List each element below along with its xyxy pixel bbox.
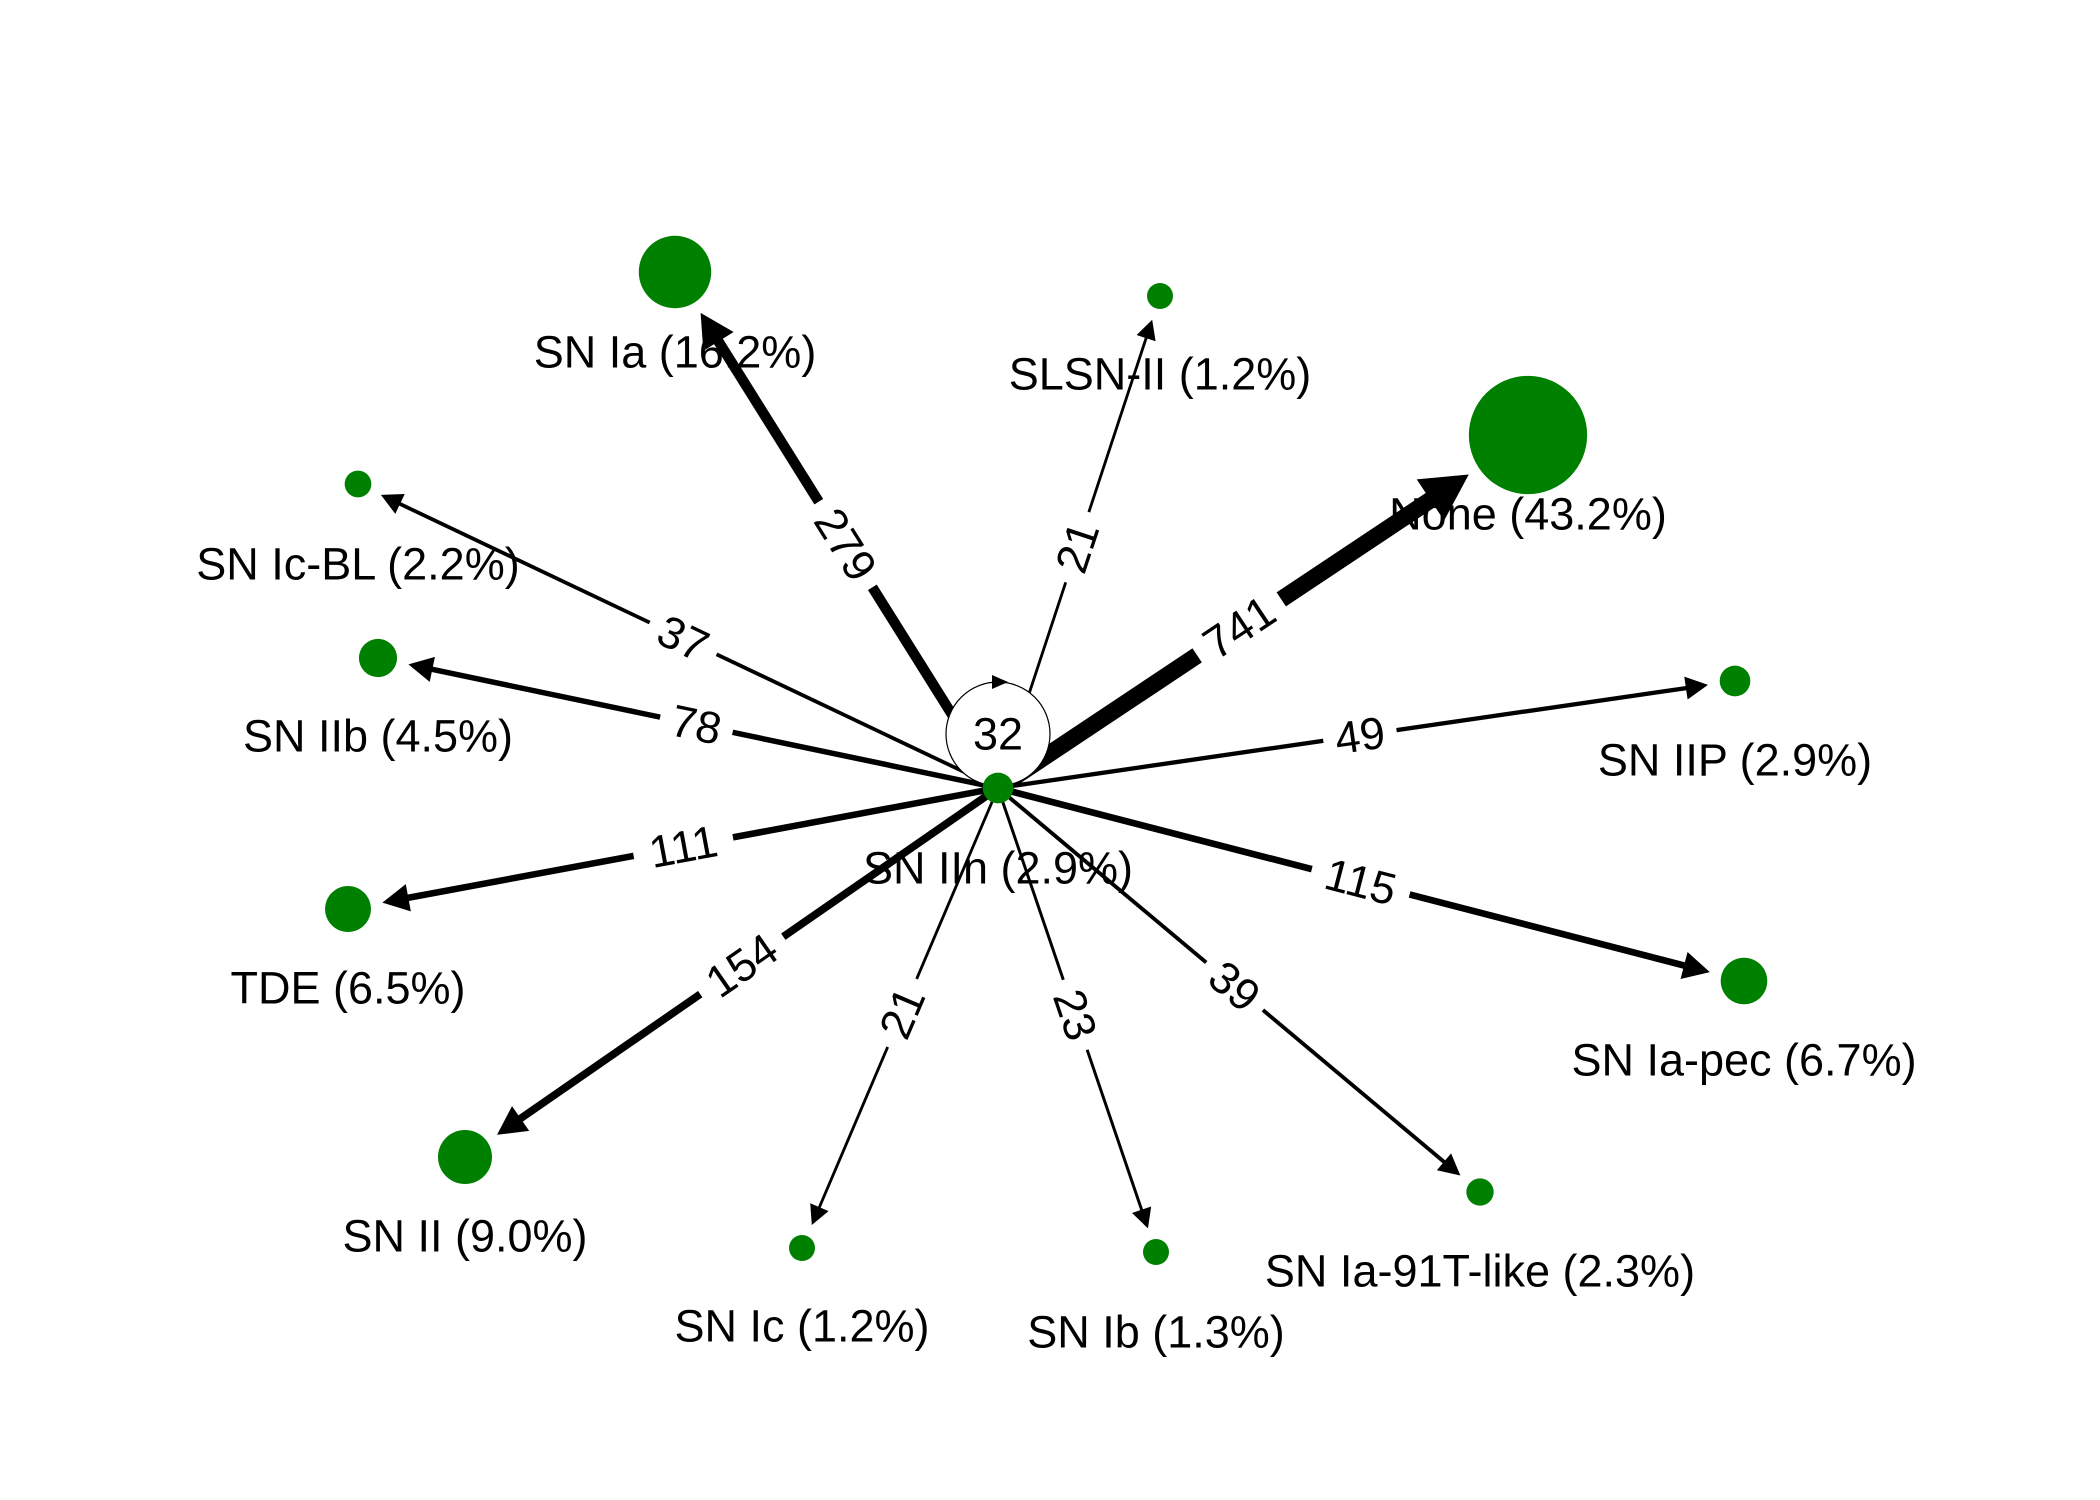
- edge-sn-iin-to-sn-ia: 279: [700, 312, 995, 779]
- edge-sn-iin-to-sn-iib: 78: [408, 656, 985, 788]
- node-none: [1468, 375, 1588, 495]
- arrow-head-icon: [1136, 319, 1156, 342]
- arrow-head-icon: [1416, 474, 1469, 521]
- node-sn-ic: [789, 1235, 815, 1261]
- edge-sn-iin-to-sn-iip: 49: [1011, 676, 1708, 789]
- node-sn-ib: [1143, 1239, 1169, 1265]
- edge-weight-label: 21: [863, 970, 941, 1055]
- arrow-head-icon: [380, 494, 405, 514]
- node-sn-iib: [358, 638, 398, 678]
- self-loop-sn-iin: 32: [945, 675, 1051, 787]
- arrow-head-icon: [1436, 1153, 1461, 1176]
- edge-sn-iin-to-sn-ib: 23: [1001, 800, 1152, 1229]
- node-label-tde: TDE (6.5%): [230, 963, 465, 1014]
- node-sn-ii: [438, 1130, 492, 1184]
- edge-weight-text: 49: [1331, 707, 1388, 765]
- edge-weight-label: 39: [1191, 944, 1278, 1029]
- arrow-head-icon: [700, 312, 734, 351]
- edge-sn-iin-to-tde: 111: [382, 787, 985, 912]
- node-label-sn-ii: SN II (9.0%): [342, 1211, 587, 1262]
- edge-label-background: [1040, 505, 1115, 589]
- node-label-sn-iip: SN IIP (2.9%): [1598, 735, 1872, 786]
- edge-label-background: [1185, 579, 1294, 676]
- node-label-sn-ia-pec: SN Ia-pec (6.7%): [1571, 1035, 1916, 1086]
- node-tde: [325, 886, 371, 932]
- edge-label-background: [797, 490, 894, 599]
- arrow-head-icon: [810, 1203, 829, 1226]
- edge-weight-label: 78: [656, 690, 737, 760]
- node-sn-iip: [1719, 665, 1751, 697]
- node-label-sn-ic: SN Ic (1.2%): [674, 1301, 929, 1352]
- edge-sn-iin-to-sn-ic-bl: 37: [380, 494, 987, 784]
- edge-weight-label: 111: [630, 809, 737, 884]
- self-loop-count: 32: [973, 709, 1023, 760]
- node-label-sn-ic-bl: SN Ic-BL (2.2%): [196, 539, 519, 590]
- node-label-slsn-ii: SLSN-II (1.2%): [1009, 349, 1312, 400]
- nodes-layer: [325, 235, 1768, 1265]
- node-sn-ia-91t-like: [1466, 1178, 1494, 1206]
- node-slsn-ii: [1147, 283, 1173, 309]
- node-sn-ic-bl: [344, 470, 372, 498]
- edge-label-background: [656, 690, 737, 760]
- edge-weight-label: 49: [1320, 702, 1400, 769]
- arrow-head-icon: [382, 884, 411, 912]
- arrow-head-icon: [992, 675, 1008, 689]
- node-sn-ia-pec: [1720, 957, 1768, 1005]
- labels-layer: SN Ia (16.2%) SLSN-II (1.2%) None (43.2%) S…: [196, 327, 1916, 1358]
- node-label-sn-ib: SN Ib (1.3%): [1027, 1307, 1285, 1358]
- edge-label-background: [1320, 702, 1400, 769]
- node-label-sn-iin: SN IIn (2.9%): [863, 843, 1133, 894]
- edge-weight-label: 279: [797, 490, 894, 599]
- edge-weight-label: 23: [1038, 973, 1113, 1057]
- edge-sn-iin-to-sn-ia-pec: 115: [1010, 788, 1710, 980]
- arrow-head-icon: [408, 656, 435, 682]
- node-label-none: None (43.2%): [1389, 489, 1667, 540]
- arrow-head-icon: [1684, 676, 1708, 700]
- edge-weight-text: 111: [645, 815, 722, 878]
- edge-weight-label: 37: [640, 599, 726, 678]
- edge-label-background: [863, 970, 941, 1055]
- node-sn-ia: [638, 235, 712, 309]
- edge-weight-label: 115: [1306, 842, 1415, 921]
- edge-label-background: [1191, 944, 1278, 1029]
- node-label-sn-ia: SN Ia (16.2%): [534, 327, 817, 378]
- edge-weight-text: 115: [1320, 848, 1402, 915]
- self-loop-layer: 32: [945, 675, 1051, 787]
- edge-label-background: [687, 916, 796, 1015]
- edge-sn-iin-to-sn-ic: 21: [810, 800, 994, 1226]
- node-sn-iin-center: [982, 772, 1014, 804]
- edge-weight-label: 154: [687, 916, 796, 1015]
- edge-label-background: [1038, 973, 1113, 1057]
- edge-label-background: [1306, 842, 1415, 921]
- edge-weight-label: 21: [1040, 505, 1115, 589]
- arrow-head-icon: [497, 1106, 530, 1135]
- edge-label-background: [630, 809, 737, 884]
- edge-label-background: [640, 599, 726, 678]
- node-label-sn-iib: SN IIb (4.5%): [243, 711, 513, 762]
- node-label-sn-ia-91t-like: SN Ia-91T-like (2.3%): [1265, 1246, 1695, 1297]
- edge-weight-text: 78: [667, 695, 726, 755]
- arrow-head-icon: [1680, 951, 1710, 980]
- arrow-head-icon: [1132, 1206, 1152, 1229]
